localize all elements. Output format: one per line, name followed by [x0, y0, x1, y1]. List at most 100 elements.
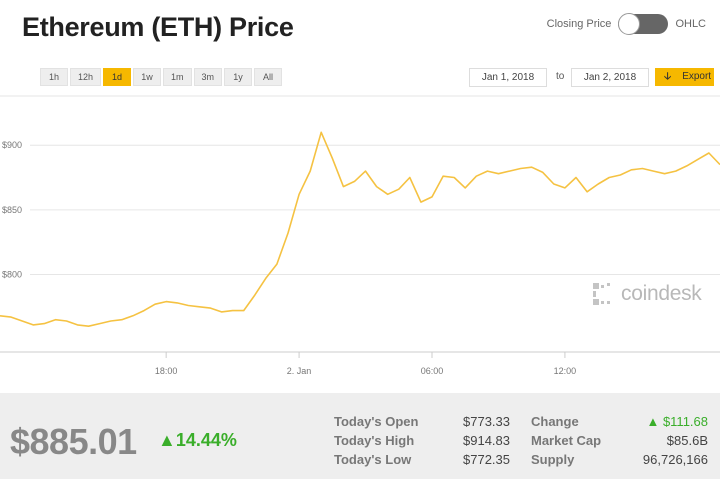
price-data-point: [475, 175, 477, 177]
price-data-point: [121, 319, 123, 321]
price-data-point: [531, 166, 533, 168]
price-data-point: [675, 170, 677, 172]
price-data-point: [77, 324, 79, 326]
price-data-point: [198, 306, 200, 308]
date-to-input[interactable]: Jan 2, 2018: [571, 68, 649, 87]
price-data-point: [221, 311, 223, 313]
market-cap-label: Market Cap: [531, 433, 602, 448]
price-data-point: [32, 324, 34, 326]
today-open-value: $773.33: [463, 414, 510, 429]
price-data-point: [21, 320, 23, 322]
price-data-point: [387, 193, 389, 195]
closing-price-label: Closing Price: [546, 18, 612, 30]
price-data-point: [509, 170, 511, 172]
range-button-12h[interactable]: 12h: [70, 68, 102, 86]
change-label: Change: [531, 414, 579, 429]
today-high-value: $914.83: [463, 433, 510, 448]
supply-value: 96,726,166: [642, 452, 708, 467]
y-tick-label: $800: [2, 269, 22, 279]
price-data-point: [287, 232, 289, 234]
price-data-point: [320, 131, 322, 133]
price-data-point: [597, 183, 599, 185]
price-data-point: [442, 175, 444, 177]
price-data-point: [398, 188, 400, 190]
market-cap-value: $85.6B: [666, 433, 708, 448]
range-button-1h[interactable]: 1h: [40, 68, 68, 86]
range-button-3m[interactable]: 3m: [193, 68, 223, 86]
price-chart[interactable]: $800 $850 $900 18:00 2. Jan 06:00 12:00: [0, 0, 720, 393]
change-percent: ▲14.44%: [158, 430, 237, 450]
ohlc-label: OHLC: [675, 18, 706, 30]
price-data-point: [232, 310, 234, 312]
range-button-1y[interactable]: 1y: [224, 68, 253, 86]
price-data-point: [575, 177, 577, 179]
x-tick-label: 18:00: [155, 366, 178, 376]
price-data-point: [309, 170, 311, 172]
price-data-point: [420, 201, 422, 203]
coindesk-watermark: coindesk: [592, 282, 702, 306]
price-data-point: [619, 174, 621, 176]
price-data-point: [331, 157, 333, 159]
range-button-all[interactable]: All: [254, 68, 283, 86]
price-data-point: [708, 152, 710, 154]
price-data-point: [187, 304, 189, 306]
price-summary: $885.01 ▲14.44% Today's Open $773.33 Tod…: [0, 393, 720, 479]
range-button-1d[interactable]: 1d: [103, 68, 132, 86]
up-triangle-icon: ▲: [158, 430, 176, 450]
price-data-point: [520, 167, 522, 169]
price-data-point: [209, 307, 211, 309]
price-mode-toggle[interactable]: [618, 13, 669, 35]
price-data-point: [697, 158, 699, 160]
supply-label: Supply: [531, 452, 575, 467]
price-data-point: [630, 169, 632, 171]
range-selector: 1h 12h 1d 1w 1m 3m 1y All: [40, 68, 283, 86]
change-value: ▲ $111.68: [646, 414, 708, 429]
price-data-point: [10, 316, 12, 318]
price-data-point: [298, 193, 300, 195]
export-button[interactable]: 🡣 Export: [655, 68, 714, 86]
date-to-label: to: [556, 71, 565, 82]
price-data-point: [542, 171, 544, 173]
price-data-point: [653, 170, 655, 172]
price-data-point: [243, 310, 245, 312]
current-price: $885.01: [10, 421, 137, 462]
price-data-point: [497, 173, 499, 175]
range-button-1w[interactable]: 1w: [133, 68, 162, 86]
price-data-point: [686, 165, 688, 167]
price-data-point: [154, 303, 156, 305]
toggle-knob[interactable]: [618, 13, 641, 35]
price-data-point: [110, 320, 112, 322]
today-open-label: Today's Open: [334, 414, 419, 429]
price-data-point: [65, 320, 67, 322]
price-data-point: [641, 167, 643, 169]
price-data-point: [132, 315, 134, 317]
page-title: Ethereum (ETH) Price: [22, 12, 294, 42]
price-data-point: [143, 310, 145, 312]
range-button-1m[interactable]: 1m: [163, 68, 192, 86]
price-data-point: [564, 187, 566, 189]
price-data-point: [165, 301, 167, 303]
price-data-point: [453, 177, 455, 179]
date-from-input[interactable]: Jan 1, 2018: [469, 68, 547, 87]
price-data-point: [553, 183, 555, 185]
today-high-label: Today's High: [334, 433, 415, 448]
x-tick-label: 06:00: [421, 366, 444, 376]
price-data-point: [176, 302, 178, 304]
up-triangle-icon: ▲: [646, 414, 663, 429]
price-data-point: [664, 173, 666, 175]
today-low-value: $772.35: [463, 452, 510, 467]
price-data-point: [54, 319, 56, 321]
price-data-point: [376, 186, 378, 188]
export-label: Export: [682, 71, 712, 82]
price-data-point: [88, 325, 90, 327]
price-data-point: [409, 177, 411, 179]
x-tick-label: 12:00: [554, 366, 577, 376]
x-tick-label: 2. Jan: [287, 366, 312, 376]
today-low-label: Today's Low: [334, 452, 412, 467]
price-data-point: [586, 191, 588, 193]
price-data-point: [431, 196, 433, 198]
coindesk-logo-icon: [593, 283, 610, 305]
price-data-point: [608, 177, 610, 179]
price-line-series[interactable]: [0, 131, 720, 327]
price-data-point: [254, 294, 256, 296]
